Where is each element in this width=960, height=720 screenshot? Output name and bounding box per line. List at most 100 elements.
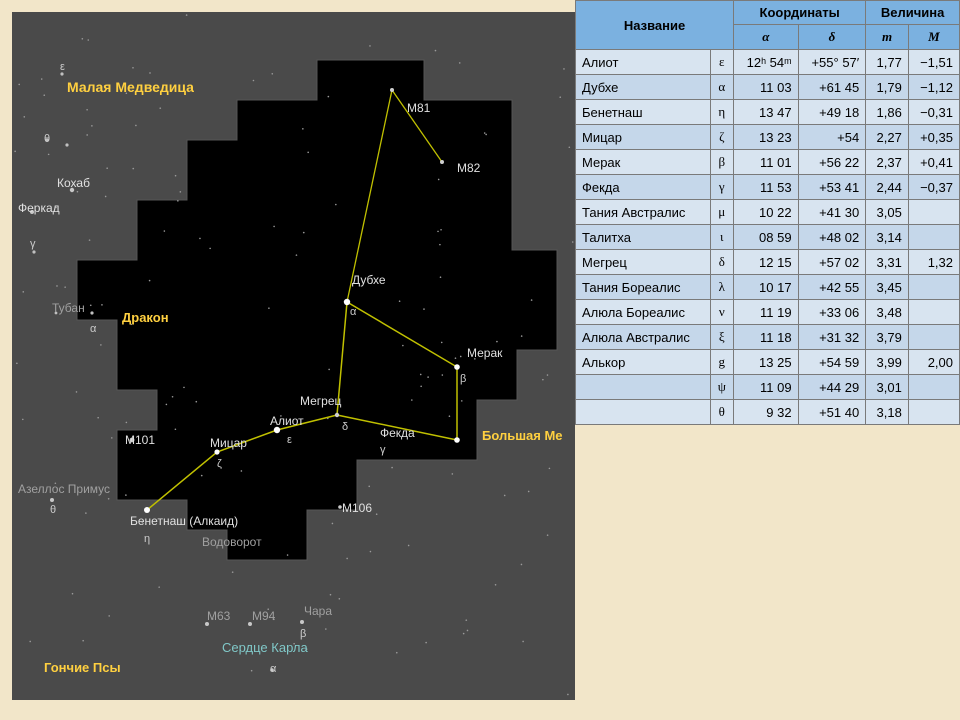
cell: 3,05: [866, 200, 909, 225]
cell: 1,79: [866, 75, 909, 100]
cell: θ: [710, 400, 734, 425]
svg-text:ε: ε: [60, 61, 65, 73]
hdr-name: Название: [576, 1, 734, 50]
cell: ζ: [710, 125, 734, 150]
cell: −0,37: [908, 175, 959, 200]
cell: +49 18: [798, 100, 866, 125]
svg-text:θ: θ: [50, 504, 56, 516]
cell: 3,99: [866, 350, 909, 375]
cell: −1,12: [908, 75, 959, 100]
svg-text:Азеллос Примус: Азеллос Примус: [18, 482, 110, 496]
cell: +31 32: [798, 325, 866, 350]
cell: [908, 275, 959, 300]
svg-text:M82: M82: [457, 161, 481, 175]
svg-text:η: η: [144, 533, 150, 545]
page-wrap: εМалая МедведицаθКохабФеркадγТубанДракон…: [0, 0, 960, 720]
cell: [908, 375, 959, 400]
svg-text:Водоворот: Водоворот: [202, 535, 262, 549]
cell: 10 22: [734, 200, 799, 225]
svg-text:γ: γ: [380, 444, 386, 456]
svg-text:Феркад: Феркад: [18, 201, 60, 215]
cell: α: [710, 75, 734, 100]
cell: μ: [710, 200, 734, 225]
cell: Алюла Бореалис: [576, 300, 711, 325]
table-row: Мегрецδ12 15+57 023,311,32: [576, 250, 960, 275]
star-table: Название Координаты Величина α δ m M Али…: [575, 0, 960, 425]
hdr-coords: Координаты: [734, 1, 866, 25]
svg-text:α: α: [350, 306, 357, 318]
table-row: ψ11 09+44 293,01: [576, 375, 960, 400]
table-row: Мицарζ13 23+542,27+0,35: [576, 125, 960, 150]
cell: 3,45: [866, 275, 909, 300]
cell: 3,18: [866, 400, 909, 425]
svg-text:δ: δ: [342, 421, 348, 433]
cell: +42 55: [798, 275, 866, 300]
svg-text:Кохаб: Кохаб: [57, 176, 90, 190]
cell: 2,27: [866, 125, 909, 150]
table-row: Фекдаγ11 53+53 412,44−0,37: [576, 175, 960, 200]
cell: +53 41: [798, 175, 866, 200]
table-row: Алькорg13 25+54 593,992,00: [576, 350, 960, 375]
svg-text:α: α: [90, 323, 97, 335]
cell: [908, 200, 959, 225]
cell: 11 19: [734, 300, 799, 325]
svg-text:M81: M81: [407, 101, 431, 115]
table-row: Тания Австралисμ10 22+41 303,05: [576, 200, 960, 225]
table-row: Алиотε12ʰ 54ᵐ+55° 57′1,77−1,51: [576, 50, 960, 75]
cell: δ: [710, 250, 734, 275]
svg-text:Сердце Карла: Сердце Карла: [222, 640, 308, 655]
cell: −1,51: [908, 50, 959, 75]
table-row: θ9 32+51 403,18: [576, 400, 960, 425]
cell: 2,44: [866, 175, 909, 200]
cell: η: [710, 100, 734, 125]
table-row: Алюла Австралисξ11 18+31 323,79: [576, 325, 960, 350]
cell: [908, 400, 959, 425]
cell: ν: [710, 300, 734, 325]
cell: ξ: [710, 325, 734, 350]
cell: +54: [798, 125, 866, 150]
hdr-mag: Величина: [866, 1, 960, 25]
cell: +0,35: [908, 125, 959, 150]
cell: 12 15: [734, 250, 799, 275]
cell: +56 22: [798, 150, 866, 175]
table-row: Меракβ11 01+56 222,37+0,41: [576, 150, 960, 175]
svg-text:Большая Ме: Большая Ме: [482, 428, 563, 443]
cell: [576, 400, 711, 425]
svg-text:Мерак: Мерак: [467, 346, 503, 360]
cell: Алюла Австралис: [576, 325, 711, 350]
cell: Дубхе: [576, 75, 711, 100]
cell: Мицар: [576, 125, 711, 150]
svg-text:M106: M106: [342, 501, 372, 515]
svg-text:ε: ε: [287, 434, 292, 446]
table-row: Талитхаι08 59+48 023,14: [576, 225, 960, 250]
cell: Тания Австралис: [576, 200, 711, 225]
cell: 9 32: [734, 400, 799, 425]
svg-text:α: α: [270, 663, 277, 675]
cell: 11 03: [734, 75, 799, 100]
cell: 3,01: [866, 375, 909, 400]
table-body: Алиотε12ʰ 54ᵐ+55° 57′1,77−1,51Дубхеα11 0…: [576, 50, 960, 425]
cell: λ: [710, 275, 734, 300]
cell: +51 40: [798, 400, 866, 425]
cell: ε: [710, 50, 734, 75]
cell: +48 02: [798, 225, 866, 250]
cell: Тания Бореалис: [576, 275, 711, 300]
cell: Талитха: [576, 225, 711, 250]
svg-text:β: β: [460, 373, 466, 385]
cell: [576, 375, 711, 400]
svg-text:Дракон: Дракон: [122, 310, 169, 325]
svg-text:γ: γ: [30, 238, 36, 250]
cell: g: [710, 350, 734, 375]
cell: 3,79: [866, 325, 909, 350]
cell: 10 17: [734, 275, 799, 300]
cell: 11 53: [734, 175, 799, 200]
cell: [908, 325, 959, 350]
table-row: Бенетнашη13 47+49 181,86−0,31: [576, 100, 960, 125]
cell: Мерак: [576, 150, 711, 175]
svg-text:θ: θ: [44, 133, 50, 145]
cell: +57 02: [798, 250, 866, 275]
cell: +44 29: [798, 375, 866, 400]
cell: +0,41: [908, 150, 959, 175]
table-row: Тания Бореалисλ10 17+42 553,45: [576, 275, 960, 300]
hdr-M: M: [908, 25, 959, 50]
